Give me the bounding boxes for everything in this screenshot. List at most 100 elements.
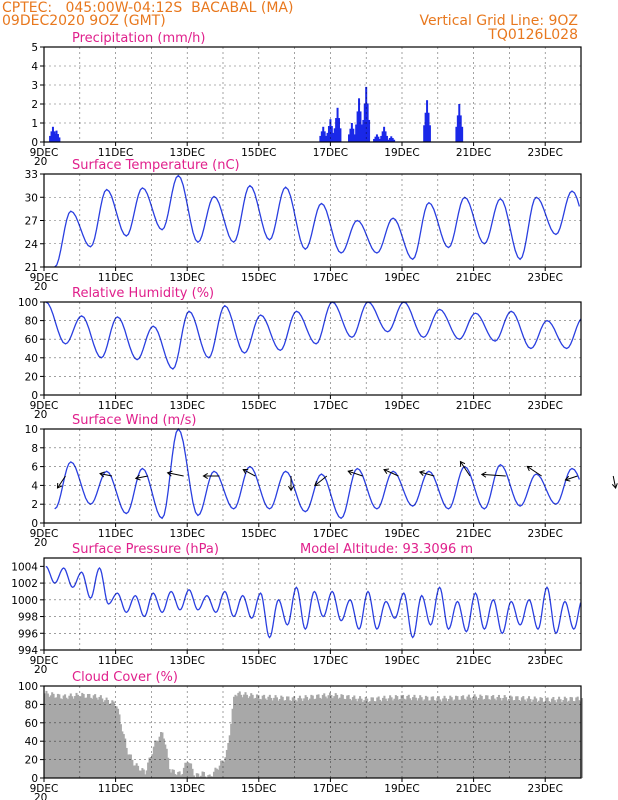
cloud-bar [204,776,207,778]
cloud-bar [393,698,396,778]
cloud-bar [134,765,137,778]
precip-bar [50,131,53,142]
precip-bar [381,131,384,142]
cloud-bar [44,693,47,778]
cloud-bar [380,701,383,778]
cloud-bar [98,696,101,778]
precip-bar [393,139,396,142]
cloud-bar [181,774,184,778]
y-tick-label: 1002 [11,578,38,590]
panel-title: Cloud Cover (%) [72,670,178,685]
y-tick-label: 21 [25,262,38,274]
x-tick-label: 11DEC [98,528,133,540]
cloud-bar [560,702,563,778]
series-line [54,427,581,520]
x-tick-label: 21DEC [456,272,491,284]
cloud-bar [117,708,120,778]
cloud-bar [284,700,287,778]
precip-bar [353,134,356,142]
y-tick-label: 0 [31,518,38,530]
precip-bar [380,135,383,142]
header-location: CPTEC: 045:00W-04:12S BACABAL (MA) [2,0,294,16]
cloud-bar [314,698,317,778]
cloud-bar [341,694,344,778]
cloud-bar [237,692,240,778]
y-tick-label: 27 [25,216,38,228]
cloud-bar [224,757,227,778]
cloud-bar [516,696,519,778]
cloud-bar [424,695,427,778]
cloud-bar [489,699,492,778]
cloud-bar [366,698,369,778]
cloud-bar [227,743,230,778]
cloud-bar [412,697,415,778]
cloud-bar [513,699,516,778]
cloud-bar [85,697,88,778]
cloud-bar [304,695,307,778]
cloud-bar [182,767,185,778]
precip-bar [366,103,369,142]
cloud-bar [399,699,402,778]
cloud-bar [118,714,121,778]
cloud-bar [367,702,370,778]
cloud-bar [381,697,384,778]
cloud-bar [58,694,61,778]
cloud-bar [444,698,447,778]
cloud-bar [563,696,566,778]
precip-bar [377,136,380,142]
cloud-bar [211,776,214,778]
x-tick-label: 21DEC [456,528,491,540]
cloud-bar [356,701,359,778]
wind-vector-head [134,474,141,481]
cloud-bar [436,697,439,778]
cloud-bar [321,694,324,778]
x-tick-label: 17DEC [313,147,348,159]
precip-bar [423,125,426,142]
x-tick-label: 15DEC [241,147,276,159]
x-tick-label: 19DEC [384,783,419,795]
cloud-bar [270,697,273,778]
x-tick-label: 13DEC [169,655,204,667]
wind-vector [481,473,506,477]
cloud-bar [267,696,270,778]
precip-bar [358,98,361,142]
y-tick-label: 996 [18,628,38,640]
cloud-bar [180,775,183,778]
y-tick-label: 1 [31,118,38,130]
cloud-bar [360,698,363,778]
cloud-bar [96,699,100,778]
precip-bar [359,111,362,142]
cloud-bar [271,700,274,778]
cloud-bar [396,696,399,778]
cloud-bar [127,754,130,778]
cloud-bar [62,695,65,778]
cloud-bar [228,735,231,778]
cloud-bar [400,695,403,778]
cloud-bar [64,694,67,778]
wind-vector-head [383,468,390,474]
precip-bar [362,119,365,142]
cloud-bar [340,694,343,778]
cloud-bar [505,697,508,778]
x-tick-label: 9DEC [30,147,59,159]
cloud-bar [75,692,78,778]
cloud-bar [361,701,364,778]
cloud-bar [210,776,213,778]
cloud-bar [171,769,174,778]
x-tick-label: 19DEC [384,147,419,159]
cloud-bar [502,698,505,778]
y-tick-label: 1000 [11,595,38,607]
cloud-bar [102,701,105,778]
cloud-bar [317,694,320,778]
cloud-bar [177,771,180,778]
x-tick-label: 23DEC [527,655,562,667]
precip-bar [360,124,363,142]
cloud-bar [420,697,423,778]
wind-vector [99,473,113,477]
precip-bar [459,115,462,142]
cloud-bar [320,698,323,778]
header-grid-line: Vertical Grid Line: 9OZ [419,13,578,29]
cloud-bar [164,744,167,778]
cloud-bar [470,699,473,778]
cloud-bar [49,695,52,778]
